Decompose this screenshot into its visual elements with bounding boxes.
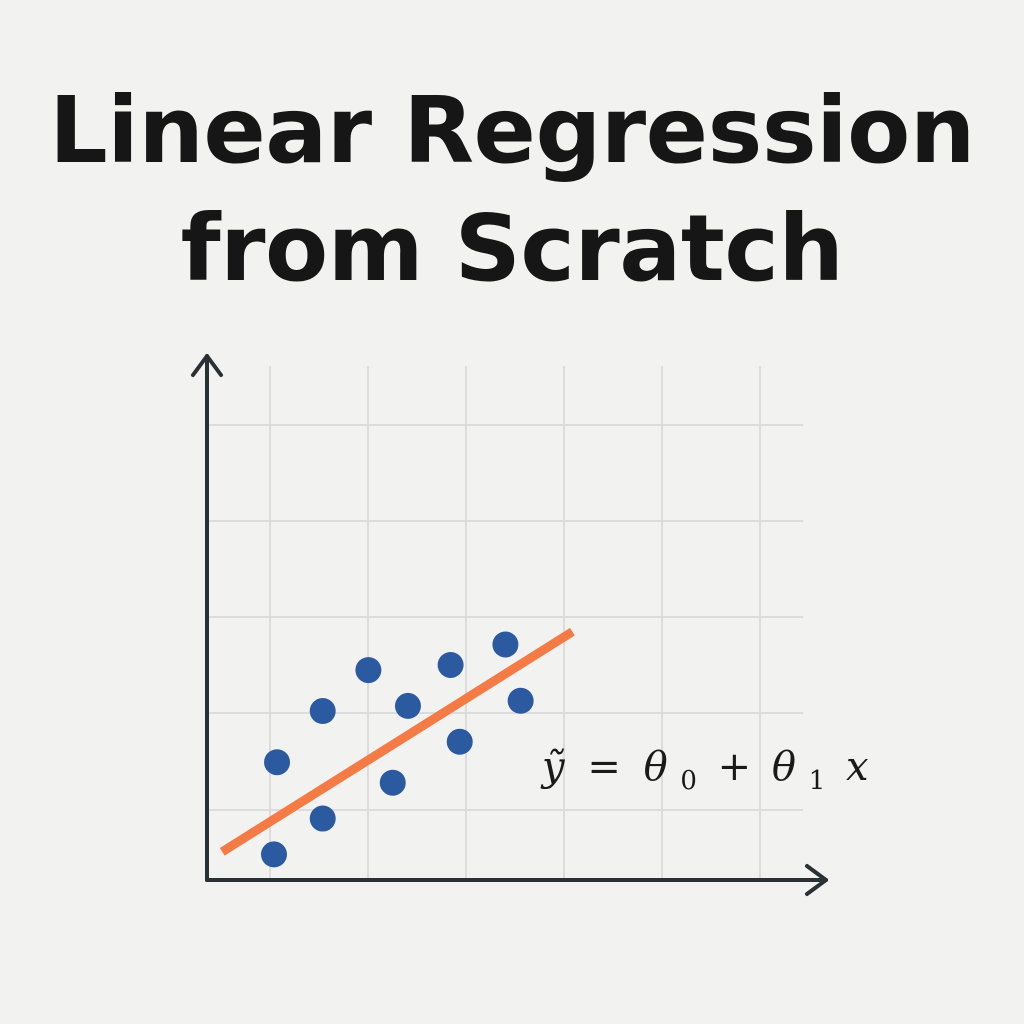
equation-subscript-0: 0	[680, 766, 697, 796]
title-line-1: Linear Regression	[49, 77, 975, 184]
chart-grid	[207, 366, 803, 880]
x-axis-arrow-icon	[805, 864, 828, 896]
page-title: Linear Regression from Scratch	[0, 72, 1024, 308]
data-point	[437, 651, 464, 678]
data-point	[264, 749, 291, 776]
regression-line	[219, 627, 575, 856]
data-point	[492, 631, 519, 658]
chart-axes	[191, 354, 828, 896]
data-point	[507, 687, 534, 714]
data-point	[260, 841, 287, 868]
equation-plus: +	[718, 744, 752, 790]
equation-theta-0: θ	[644, 744, 668, 790]
data-point	[446, 728, 473, 755]
equation-equals: =	[587, 744, 621, 790]
data-point	[379, 769, 406, 796]
y-axis-arrow-icon	[191, 354, 223, 377]
equation-lhs: ỹ	[540, 744, 566, 790]
data-point	[394, 692, 421, 719]
data-point	[309, 698, 336, 725]
equation-subscript-1: 1	[809, 766, 826, 796]
regression-line-group	[219, 627, 575, 856]
equation-theta-1: θ	[772, 744, 796, 790]
title-line-2: from Scratch	[180, 195, 844, 302]
data-point	[309, 805, 336, 832]
regression-equation: ỹ = θ 0 + θ 1 x	[540, 744, 869, 799]
equation-variable: x	[846, 744, 869, 790]
data-point	[355, 657, 382, 684]
data-points	[260, 631, 534, 868]
